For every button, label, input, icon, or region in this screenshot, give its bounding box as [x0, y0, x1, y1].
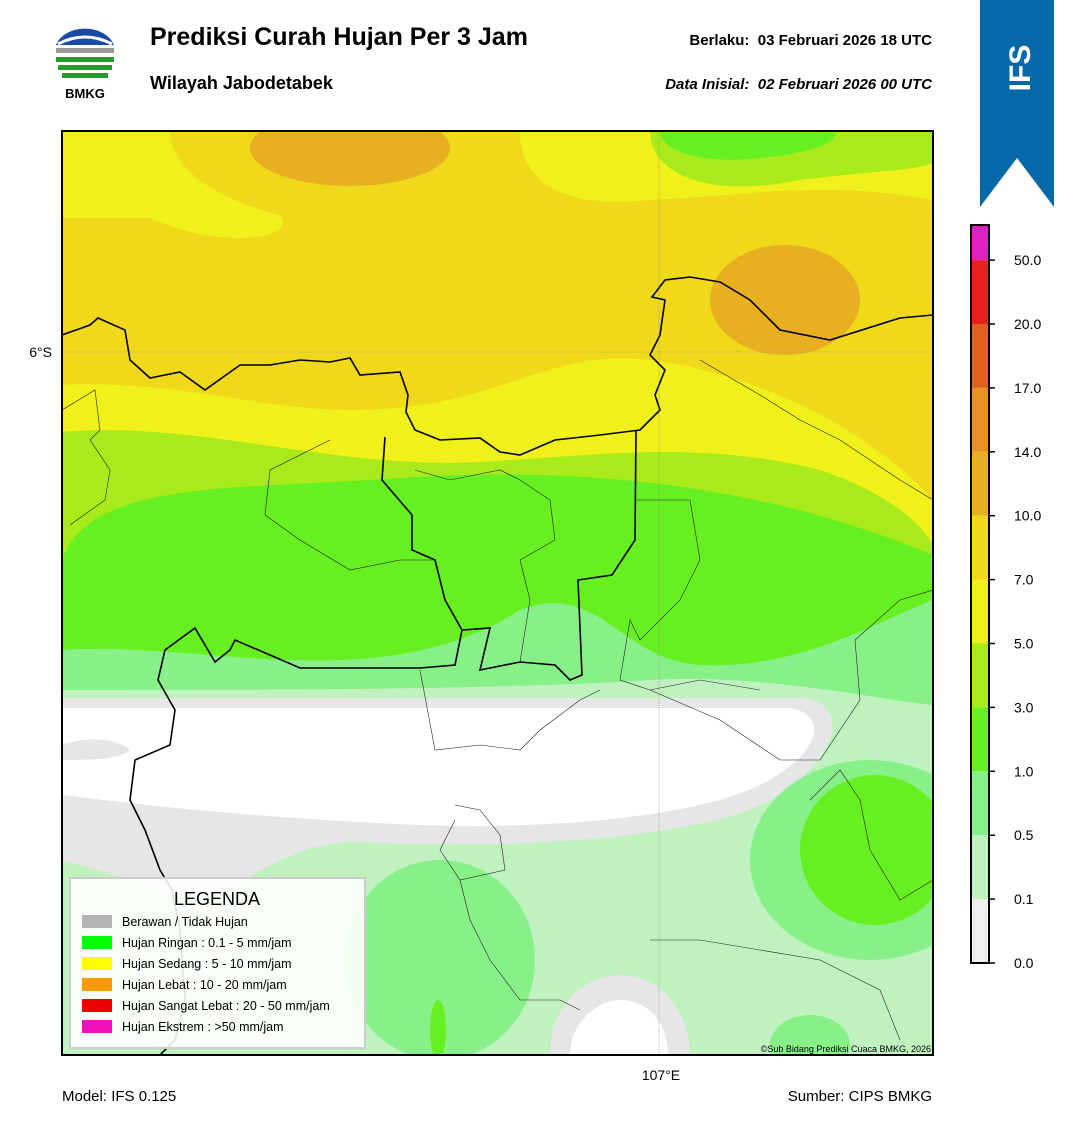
- source: Sumber: CIPS BMKG: [788, 1088, 932, 1105]
- lat-label: 6°S: [29, 344, 52, 360]
- colorbar-segment: [971, 835, 989, 900]
- colorbar-tick-label: 14.0: [1014, 444, 1041, 460]
- legend-label: Berawan / Tidak Hujan: [122, 915, 248, 929]
- colorbar-tick-label: 1.0: [1014, 763, 1034, 779]
- colorbar-tick-label: 3.0: [1014, 699, 1034, 715]
- legend: LEGENDA Berawan / Tidak Hujan Hujan Ringa…: [69, 877, 366, 1049]
- colorbar-segment: [971, 451, 989, 516]
- colorbar-tick-label: 20.0: [1014, 316, 1041, 332]
- colorbar-tick-label: 50.0: [1014, 252, 1041, 268]
- legend-swatch: [82, 936, 112, 949]
- colorbar-tick-label: 0.0: [1014, 955, 1034, 971]
- copyright: ©Sub Bidang Prediksi Cuaca BMKG, 2026: [761, 1044, 931, 1054]
- colorbar-segment: [971, 579, 989, 644]
- colorbar-segment: [971, 260, 989, 324]
- badge: [980, 0, 1054, 207]
- colorbar-segment: [971, 387, 989, 452]
- colorbar-tick-label: 17.0: [1014, 380, 1041, 396]
- colorbar-tick-label: 5.0: [1014, 636, 1034, 652]
- logo-text: BMKG: [65, 86, 105, 101]
- subtitle: Wilayah Jabodetabek: [150, 73, 334, 93]
- initial-time: Data Inisial: 02 Februari 2026 00 UTC: [665, 76, 933, 93]
- legend-swatch: [82, 957, 112, 970]
- legend-label: Hujan Ekstrem : >50 mm/jam: [122, 1020, 284, 1034]
- legend-label: Hujan Lebat : 10 - 20 mm/jam: [122, 978, 287, 992]
- valid-time: Berlaku: 03 Februari 2026 18 UTC: [689, 32, 932, 49]
- colorbar-tick-label: 7.0: [1014, 572, 1034, 588]
- colorbar-segment: [971, 771, 989, 836]
- colorbar-segment: [971, 643, 989, 708]
- logo: BMKG: [56, 28, 114, 101]
- legend-swatch: [82, 978, 112, 991]
- badge-text: IFS: [1004, 45, 1037, 92]
- colorbar-segment: [971, 707, 989, 772]
- legend-title: LEGENDA: [174, 889, 260, 909]
- colorbar: 0.0 0.1 0.5 1.0 3.0 5.0 7.0 10.0 14.0 17.0 20.0 50.…: [970, 224, 1041, 971]
- lon-label: 107°E: [642, 1067, 680, 1083]
- legend-label: Hujan Sangat Lebat : 20 - 50 mm/jam: [122, 999, 330, 1013]
- legend-label: Hujan Sedang : 5 - 10 mm/jam: [122, 957, 292, 971]
- legend-label: Hujan Ringan : 0.1 - 5 mm/jam: [122, 936, 292, 950]
- model: Model: IFS 0.125: [62, 1088, 176, 1105]
- colorbar-segment: [971, 225, 989, 261]
- legend-swatch: [82, 915, 112, 928]
- map-frame: [61, 130, 934, 1056]
- colorbar-segment: [971, 899, 989, 963]
- colorbar-segment: [971, 515, 989, 580]
- legend-swatch: [82, 1020, 112, 1033]
- title: Prediksi Curah Hujan Per 3 Jam: [150, 23, 528, 51]
- colorbar-frame: [970, 224, 990, 964]
- colorbar-tick-label: 0.5: [1014, 827, 1034, 843]
- colorbar-segment: [971, 324, 989, 388]
- legend-swatch: [82, 999, 112, 1012]
- colorbar-tick-label: 0.1: [1014, 891, 1034, 907]
- colorbar-tick-label: 10.0: [1014, 508, 1041, 524]
